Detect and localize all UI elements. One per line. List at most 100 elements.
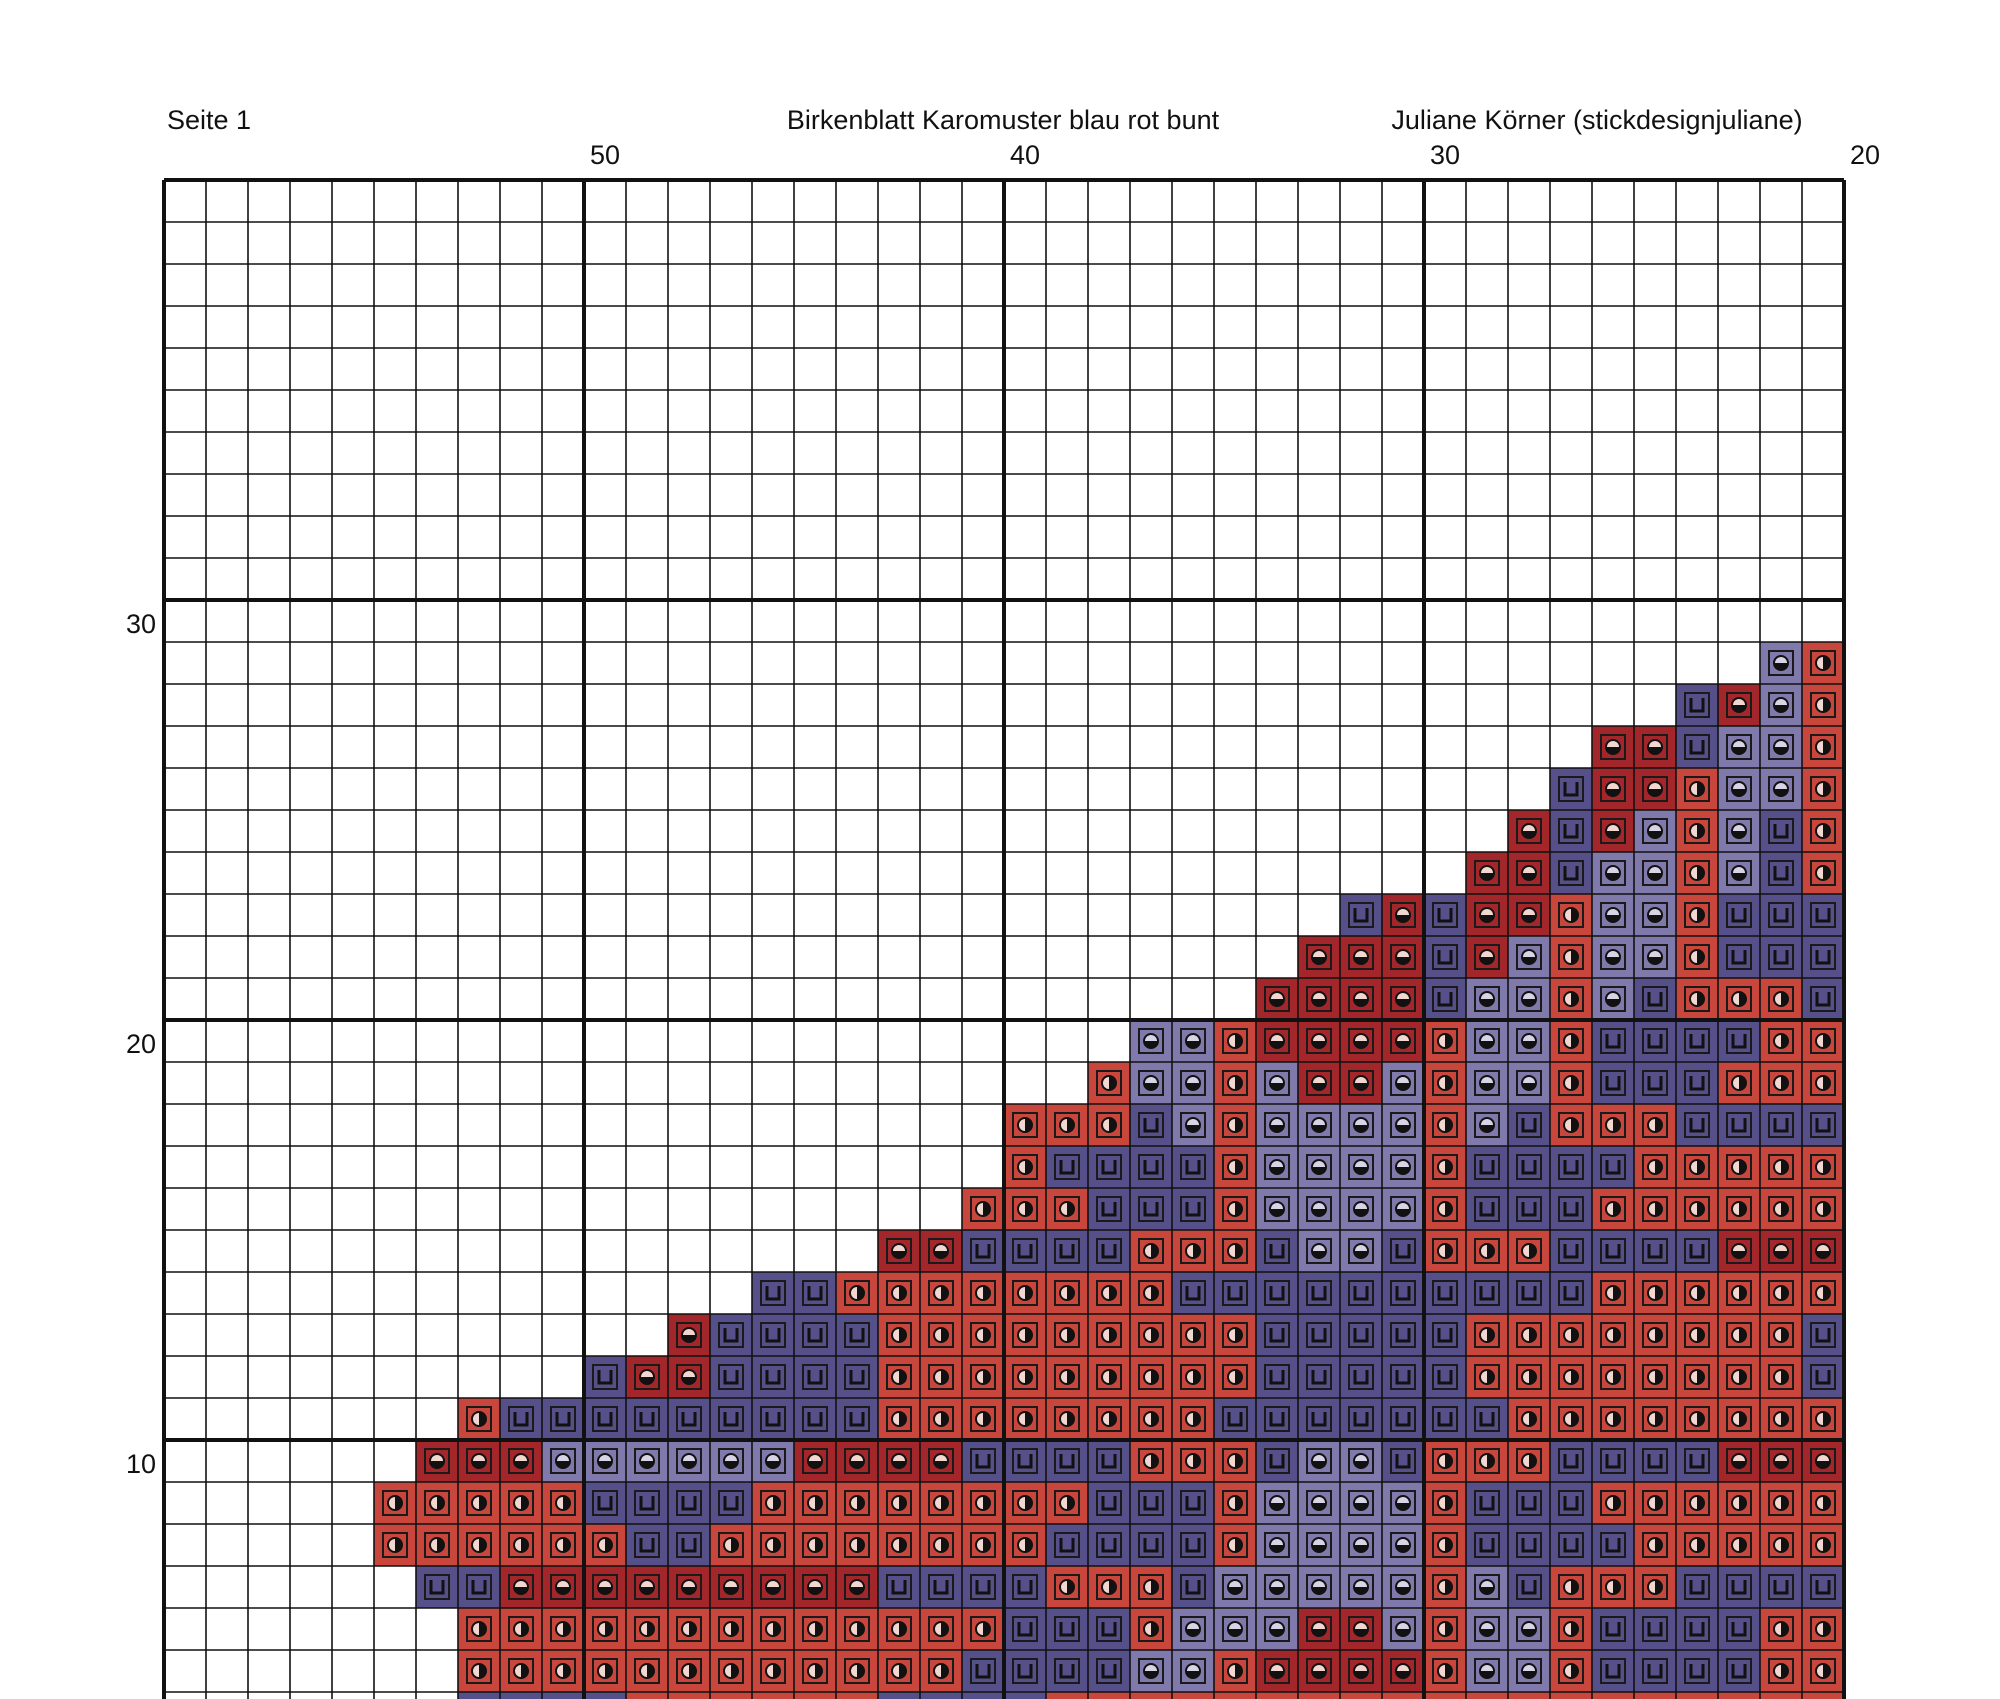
stitch-symbol (1571, 992, 1578, 1006)
stitch-symbol (1487, 1244, 1494, 1258)
stitch-symbol (1647, 992, 1663, 1007)
stitch-symbol-box (1180, 1112, 1206, 1138)
stitch-symbol-box (1306, 1448, 1332, 1474)
stitch-symbol (1101, 1538, 1117, 1553)
stitch-symbol-box (1348, 1532, 1374, 1558)
stitch (1046, 1524, 1088, 1566)
stitch-symbol (479, 1412, 486, 1426)
stitch-symbol-box (718, 1574, 744, 1600)
stitch (1634, 1608, 1676, 1650)
stitch-symbol (1270, 1671, 1284, 1678)
stitch-symbol-box (1012, 1364, 1038, 1390)
stitch-symbol (1781, 1622, 1788, 1636)
stitch-symbol (1605, 1622, 1621, 1637)
stitch-symbol-box (1138, 1154, 1164, 1180)
stitch-symbol-box (550, 1616, 576, 1642)
stitch (1382, 1356, 1424, 1398)
stitch-symbol (899, 1286, 906, 1300)
stitch-symbol-box (1684, 1238, 1710, 1264)
stitch (1004, 1608, 1046, 1650)
stitch-symbol (1815, 950, 1831, 965)
stitch (1256, 1692, 1298, 1699)
stitch-symbol (1606, 873, 1620, 880)
stitch-symbol-box (1222, 1448, 1248, 1474)
stitch-symbol (1396, 915, 1410, 922)
stitch-symbol-box (886, 1448, 912, 1474)
stitch-symbol-box (1432, 1658, 1458, 1684)
stitch-symbol-box (802, 1490, 828, 1516)
stitch-symbol (597, 1412, 613, 1427)
stitch-symbol (899, 1412, 906, 1426)
stitch (1676, 1650, 1718, 1692)
stitch-symbol-box (1558, 1280, 1584, 1306)
stitch-symbol-box (1264, 1070, 1290, 1096)
stitch-symbol (1689, 1076, 1705, 1091)
stitch-symbol (983, 1622, 990, 1636)
stitch-symbol-box (1600, 1658, 1626, 1684)
stitch-symbol-box (1768, 1322, 1794, 1348)
stitch (1550, 1188, 1592, 1230)
stitch-symbol-box (1348, 1196, 1374, 1222)
stitch-symbol-box (1600, 818, 1626, 844)
stitch-symbol (1312, 1503, 1326, 1510)
stitch-symbol-box (1810, 986, 1836, 1012)
stitch-symbol-box (550, 1490, 576, 1516)
stitch-symbol (1689, 1580, 1705, 1595)
stitch-symbol-box (1348, 1070, 1374, 1096)
stitch-symbol-box (1642, 944, 1668, 970)
stitch-symbol-box (508, 1658, 534, 1684)
stitch-symbol-box (1642, 1364, 1668, 1390)
stitch-symbol-box (1096, 1406, 1122, 1432)
stitch-symbol (1017, 1244, 1033, 1259)
stitch-symbol (1487, 1370, 1494, 1384)
stitch-symbol-box (1726, 1490, 1752, 1516)
stitch-symbol (1571, 1370, 1578, 1384)
stitch-symbol (1563, 1160, 1579, 1175)
stitch-symbol (723, 1328, 739, 1343)
stitch (584, 1692, 626, 1699)
stitch-symbol (1739, 1538, 1746, 1552)
stitch-symbol (639, 1496, 655, 1511)
stitch-symbol (563, 1664, 570, 1678)
stitch-symbol (1354, 957, 1368, 964)
stitch-symbol-box (1768, 1532, 1794, 1558)
stitch-symbol-box (1432, 1154, 1458, 1180)
stitch-symbol (1773, 824, 1789, 839)
stitch-symbol-box (844, 1532, 870, 1558)
stitch-symbol (1227, 1286, 1243, 1301)
stitch-symbol (1185, 1496, 1201, 1511)
stitch-symbol (1487, 1328, 1494, 1342)
stitch-symbol (1101, 1496, 1117, 1511)
stitch (1676, 1692, 1718, 1699)
stitch-symbol (1445, 1202, 1452, 1216)
stitch-symbol (899, 1328, 906, 1342)
stitch-symbol (1437, 950, 1453, 965)
stitch-symbol-box (1768, 1238, 1794, 1264)
stitch-symbol-box (1768, 818, 1794, 844)
stitch-symbol (1731, 1118, 1747, 1133)
stitch-symbol-box (1726, 1196, 1752, 1222)
stitch (1634, 1650, 1676, 1692)
stitch-symbol-box (1642, 1028, 1668, 1054)
stitch-symbol-box (1432, 986, 1458, 1012)
stitch-symbol-box (1810, 860, 1836, 886)
stitch (1046, 1608, 1088, 1650)
stitch-symbol-box (1810, 1490, 1836, 1516)
stitch (1718, 1104, 1760, 1146)
stitch-symbol (689, 1664, 696, 1678)
stitch-symbol-box (1306, 1280, 1332, 1306)
stitch-symbol (1101, 1244, 1117, 1259)
stitch-symbol-box (802, 1322, 828, 1348)
stitch-symbol-box (592, 1364, 618, 1390)
stitch (1256, 1272, 1298, 1314)
stitch-symbol-box (970, 1406, 996, 1432)
stitch-symbol-box (1474, 1532, 1500, 1558)
stitch-symbol (975, 1454, 991, 1469)
stitch-symbol (1354, 1629, 1368, 1636)
stitch-symbol (1605, 1664, 1621, 1679)
stitch-symbol (983, 1202, 990, 1216)
stitch-symbol-box (634, 1406, 660, 1432)
stitch-symbol (941, 1538, 948, 1552)
stitch-symbol-box (1054, 1364, 1080, 1390)
stitch-symbol (1816, 1461, 1830, 1468)
